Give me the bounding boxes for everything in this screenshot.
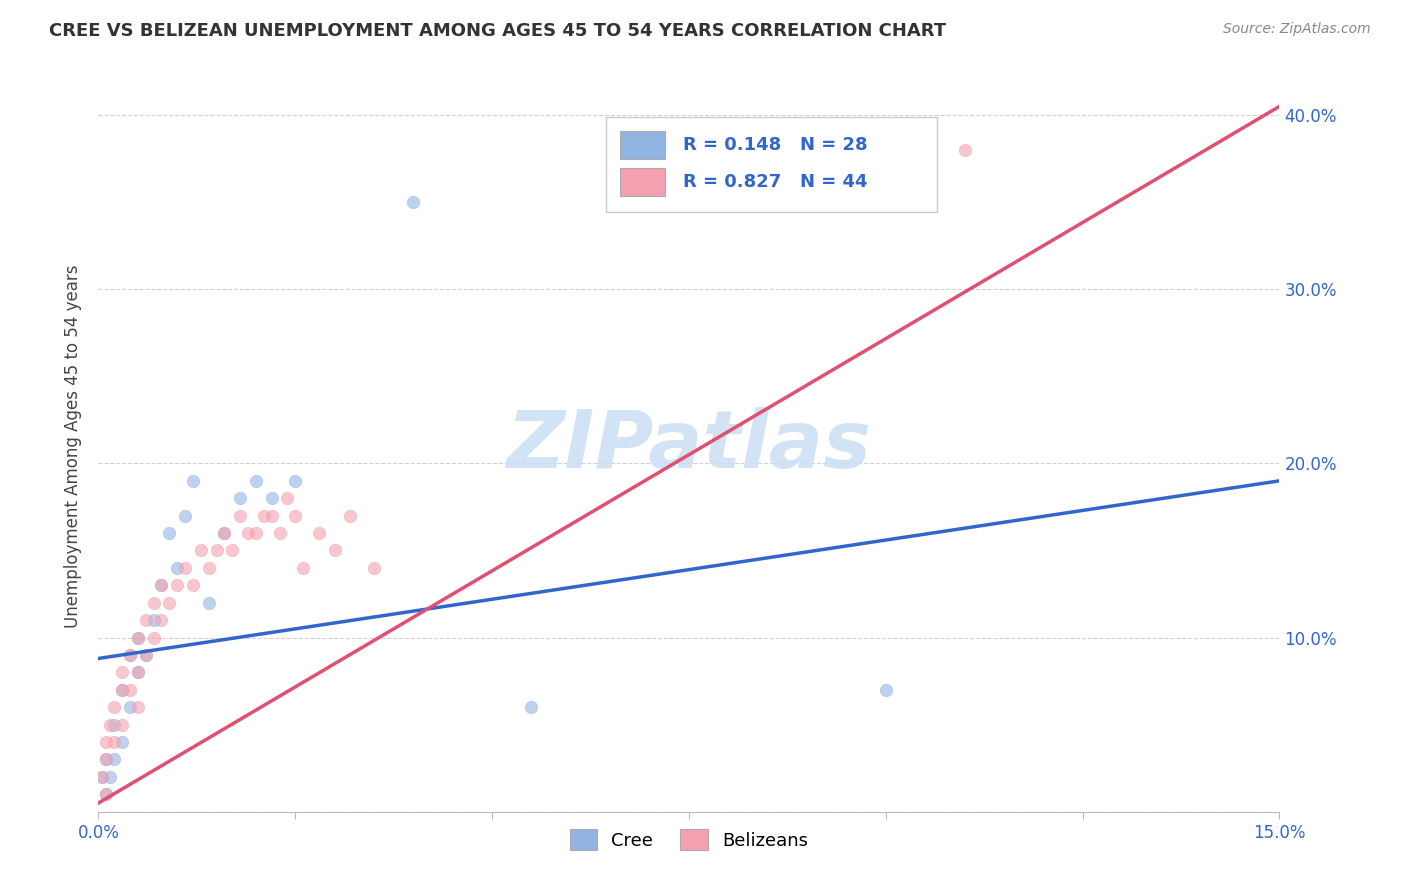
Point <box>135 648 157 662</box>
Point <box>190 543 212 558</box>
Point <box>181 474 204 488</box>
Point <box>103 717 125 731</box>
Point <box>205 543 228 558</box>
Point <box>229 491 252 506</box>
Point <box>150 613 173 627</box>
Point <box>166 578 188 592</box>
Point <box>118 700 141 714</box>
Point <box>229 508 252 523</box>
Point <box>103 700 125 714</box>
Point <box>96 787 118 801</box>
Point <box>96 787 118 801</box>
Legend: Cree, Belizeans: Cree, Belizeans <box>562 822 815 857</box>
Point <box>174 561 197 575</box>
Point <box>135 648 157 662</box>
Point <box>174 508 197 523</box>
Text: R = 0.827   N = 44: R = 0.827 N = 44 <box>683 173 868 191</box>
Point <box>520 700 543 714</box>
Point <box>245 474 267 488</box>
Point <box>127 631 149 645</box>
Point <box>142 631 165 645</box>
Point <box>260 491 283 506</box>
Point <box>323 543 346 558</box>
Point <box>284 508 307 523</box>
Point <box>111 682 134 697</box>
Point <box>118 648 141 662</box>
Point <box>111 735 134 749</box>
Point <box>214 526 236 541</box>
Point <box>269 526 291 541</box>
Point <box>236 526 259 541</box>
Point <box>127 631 149 645</box>
Point <box>284 474 307 488</box>
Point <box>118 682 141 697</box>
Text: Source: ZipAtlas.com: Source: ZipAtlas.com <box>1223 22 1371 37</box>
FancyBboxPatch shape <box>606 117 936 212</box>
Point <box>221 543 243 558</box>
Point <box>197 561 219 575</box>
Point <box>157 596 180 610</box>
Point <box>135 613 157 627</box>
Point <box>96 735 118 749</box>
Point <box>103 752 125 766</box>
Point <box>253 508 276 523</box>
Point <box>150 578 173 592</box>
Point <box>181 578 204 592</box>
Point <box>363 561 385 575</box>
Point <box>127 665 149 680</box>
Point <box>98 717 121 731</box>
Text: R = 0.148   N = 28: R = 0.148 N = 28 <box>683 136 868 154</box>
Point <box>953 143 976 157</box>
Point <box>103 735 125 749</box>
Point <box>118 648 141 662</box>
Point <box>166 561 188 575</box>
Y-axis label: Unemployment Among Ages 45 to 54 years: Unemployment Among Ages 45 to 54 years <box>65 264 83 628</box>
Point <box>150 578 173 592</box>
Text: ZIPatlas: ZIPatlas <box>506 407 872 485</box>
Point <box>875 682 897 697</box>
Point <box>91 770 114 784</box>
Point <box>111 717 134 731</box>
Point <box>292 561 315 575</box>
Point <box>157 526 180 541</box>
FancyBboxPatch shape <box>620 131 665 160</box>
Text: CREE VS BELIZEAN UNEMPLOYMENT AMONG AGES 45 TO 54 YEARS CORRELATION CHART: CREE VS BELIZEAN UNEMPLOYMENT AMONG AGES… <box>49 22 946 40</box>
Point <box>142 596 165 610</box>
Point <box>142 613 165 627</box>
Point <box>96 752 118 766</box>
Point <box>214 526 236 541</box>
Point <box>111 665 134 680</box>
Point <box>127 700 149 714</box>
Point <box>339 508 361 523</box>
Point <box>308 526 330 541</box>
Point <box>276 491 298 506</box>
Point <box>98 770 121 784</box>
Point <box>96 752 118 766</box>
Point <box>111 682 134 697</box>
Point <box>245 526 267 541</box>
Point <box>91 770 114 784</box>
Point <box>197 596 219 610</box>
Point <box>260 508 283 523</box>
Point <box>402 195 425 210</box>
FancyBboxPatch shape <box>620 168 665 196</box>
Point <box>127 665 149 680</box>
